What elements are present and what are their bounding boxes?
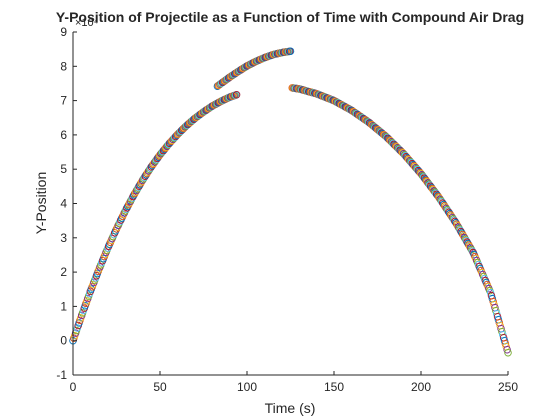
x-tick-label: 50 [153,380,167,394]
x-tick-labels: 0 50 100 150 200 250 [70,380,519,394]
y-tick-label: 5 [60,162,67,176]
y-tick-label: -1 [56,368,67,382]
x-tick-label: 250 [498,380,518,394]
y-tick-labels: -1 0 1 2 3 4 5 6 7 8 9 [56,25,67,382]
y-tick-label: 1 [60,299,67,313]
x-tick-label: 0 [70,380,77,394]
x-tick-label: 150 [324,380,344,394]
y-tick-label: 8 [60,59,67,73]
data-points [70,48,512,356]
chart-title: Y-Position of Projectile as a Function o… [56,9,524,25]
y-tick-label: 0 [60,334,67,348]
y-tick-label: 9 [60,25,67,39]
y-axis-label: Y-Position [33,172,49,235]
y-tick-label: 7 [60,94,67,108]
y-tick-label: 2 [60,265,67,279]
x-tick-label: 200 [411,380,431,394]
x-axis-label: Time (s) [265,400,316,416]
y-tick-label: 6 [60,128,67,142]
y-tick-label: 3 [60,231,67,245]
x-tick-label: 100 [237,380,257,394]
y-tick-label: 4 [60,197,67,211]
